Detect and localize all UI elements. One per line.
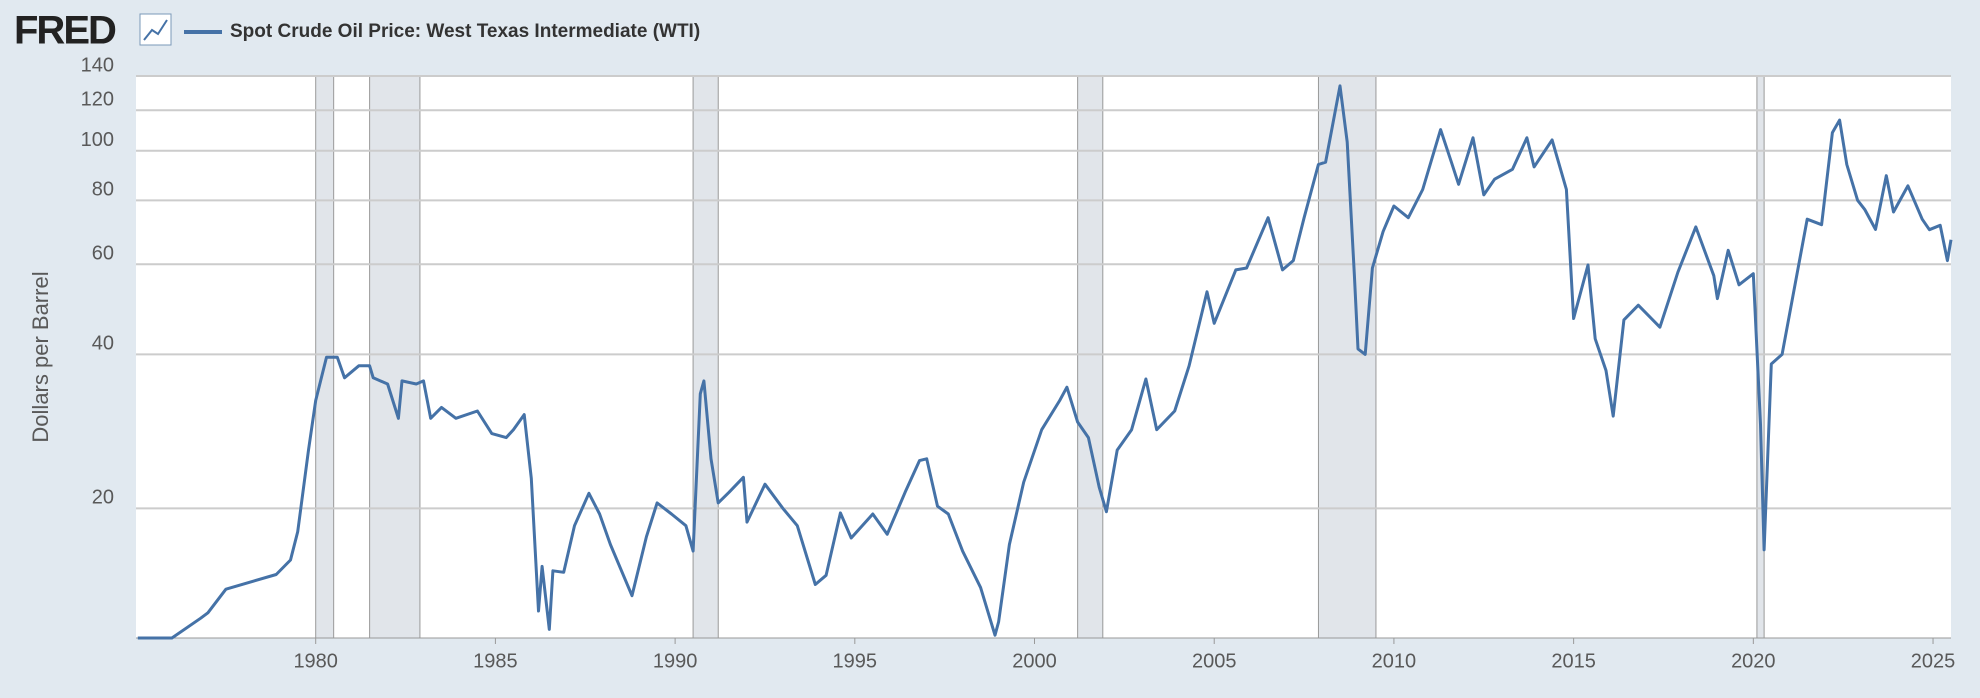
logo-icon	[139, 13, 172, 46]
x-tick-label: 2025	[1911, 650, 1956, 672]
recession-band	[1077, 75, 1104, 639]
x-tick-label: 1995	[833, 650, 878, 672]
recession-band	[692, 75, 719, 639]
y-tick-label: 140	[81, 54, 114, 76]
x-tick-label: 2005	[1192, 650, 1237, 672]
plot-area	[136, 76, 1951, 638]
x-tick-label: 1980	[293, 650, 338, 672]
y-tick-label: 120	[81, 89, 114, 111]
x-tick-label: 2020	[1731, 650, 1776, 672]
y-axis-label: Dollars per Barrel	[28, 271, 53, 442]
y-tick-label: 100	[81, 129, 114, 151]
recession-band	[369, 75, 421, 639]
y-tick-label: 80	[92, 179, 114, 201]
logo: FRED	[14, 9, 116, 53]
x-tick-label: 2000	[1012, 650, 1057, 672]
series-line	[137, 84, 1953, 640]
y-tick-label: 40	[92, 333, 114, 355]
y-tick-label: 60	[92, 243, 114, 265]
x-tick-label: 1990	[653, 650, 698, 672]
x-tick-label: 1985	[473, 650, 518, 672]
x-tick-label: 2015	[1551, 650, 1596, 672]
legend-label: Spot Crude Oil Price: West Texas Interme…	[230, 21, 700, 42]
y-tick-label: 20	[92, 487, 114, 509]
x-tick-label: 2010	[1372, 650, 1417, 672]
